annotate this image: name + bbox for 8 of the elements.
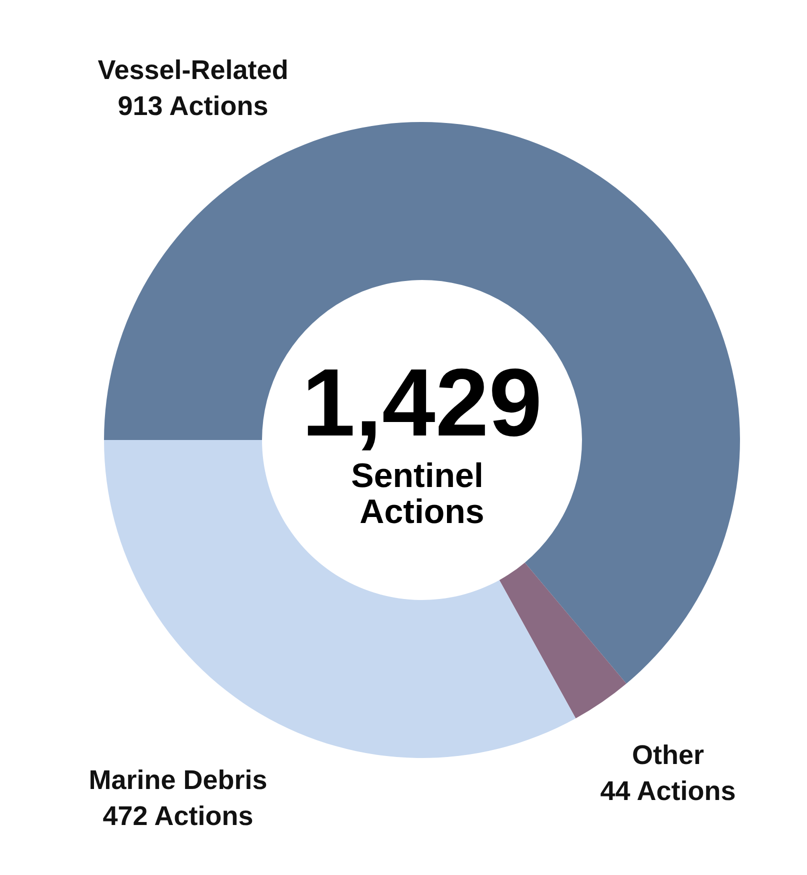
data-label: 472 Actions [102, 801, 254, 831]
text: Sentinel Actions [351, 457, 493, 531]
text: 1,429 [302, 350, 542, 456]
slice-label: Vessel-Related [98, 55, 288, 85]
slice-label: Other [632, 740, 704, 770]
slice-label: Marine Debris [88, 765, 268, 795]
data-label: 44 Actions [600, 776, 736, 806]
data-label: 913 Actions [118, 91, 268, 121]
